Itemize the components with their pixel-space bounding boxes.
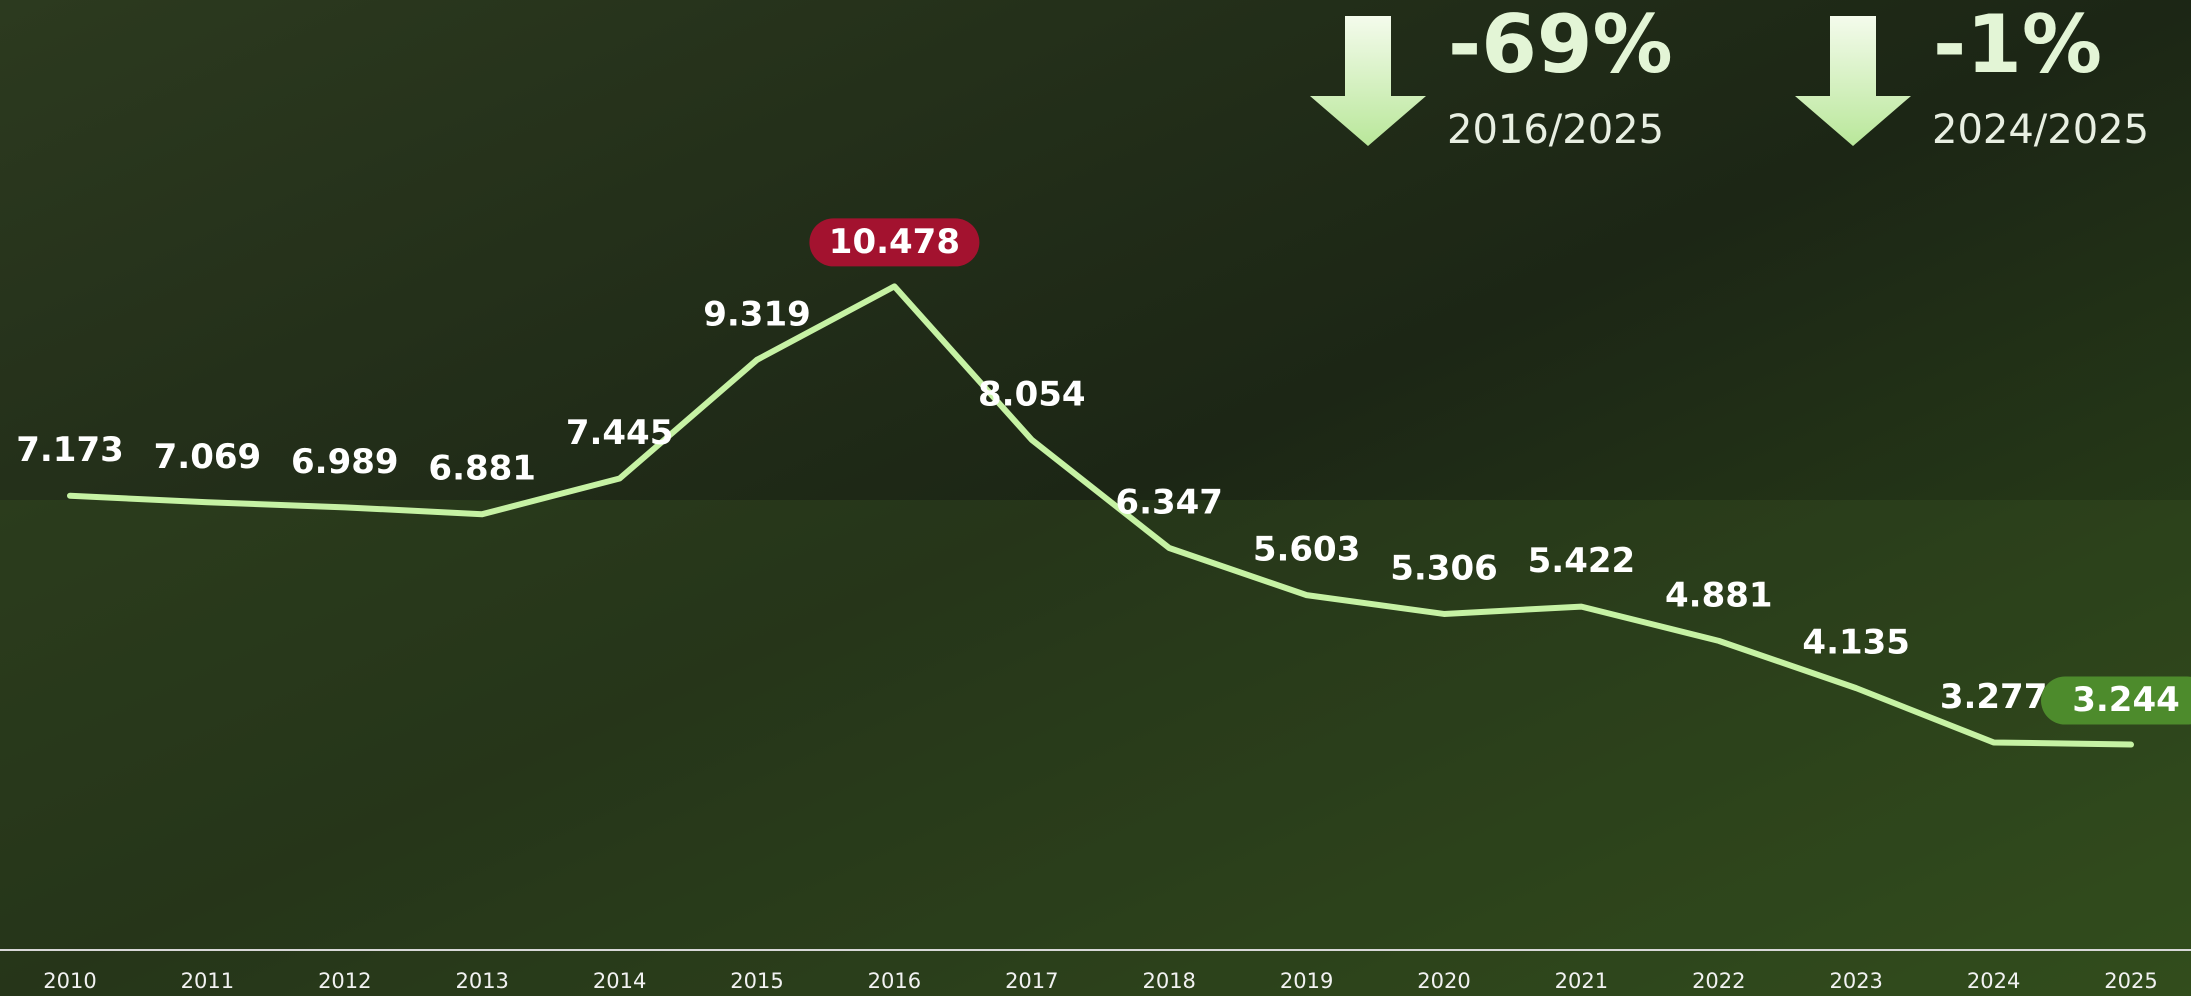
- x-tick-label: 2016: [868, 969, 921, 993]
- value-label: 10.478: [829, 222, 960, 262]
- line: [67, 283, 2134, 748]
- background-grass: [0, 500, 2191, 996]
- value-label: 7.173: [16, 430, 124, 470]
- x-tick-label: 2023: [1829, 969, 1882, 993]
- value-label: 4.135: [1802, 623, 1910, 663]
- value-label: 4.881: [1665, 575, 1773, 615]
- value-label-badge: [809, 218, 980, 267]
- value-label: 9.319: [703, 294, 811, 334]
- x-tick-label: 2010: [43, 969, 96, 993]
- x-tick-label: 2017: [1005, 969, 1058, 993]
- annotation-period: 2024/2025: [1932, 107, 2149, 153]
- value-label: 5.422: [1528, 541, 1636, 581]
- value-label: 5.603: [1253, 530, 1361, 570]
- x-tick-label: 2013: [455, 969, 508, 993]
- down-arrow: [1795, 16, 1911, 146]
- x-tick-label: 2015: [730, 969, 783, 993]
- x-tick-label: 2024: [1967, 969, 2020, 993]
- x-tick-label: 2025: [2104, 969, 2157, 993]
- value-label-badge: [2041, 676, 2191, 725]
- down-arrow: [1310, 16, 1426, 146]
- value-label: 3.277: [1940, 677, 2048, 717]
- x-tick-label: 2019: [1280, 969, 1333, 993]
- x-tick-label: 2014: [593, 969, 646, 993]
- value-label: 6.989: [291, 442, 399, 482]
- x-tick-label: 2021: [1555, 969, 1608, 993]
- x-tick-label: 2018: [1142, 969, 1195, 993]
- value-label: 6.347: [1115, 483, 1223, 523]
- x-tick-label: 2022: [1692, 969, 1745, 993]
- annotation-period: 2016/2025: [1447, 107, 1664, 153]
- x-tick-label: 2020: [1417, 969, 1470, 993]
- value-label: 8.054: [978, 374, 1086, 414]
- annotation-value: -1%: [1933, 0, 2102, 91]
- value-label: 7.445: [566, 413, 674, 453]
- x-tick-label: 2012: [318, 969, 371, 993]
- value-label: 7.069: [154, 437, 262, 477]
- annotation-value: -69%: [1448, 0, 1673, 91]
- value-label: 3.244: [2072, 680, 2180, 720]
- value-label: 6.881: [428, 449, 536, 489]
- x-tick-label: 2011: [181, 969, 234, 993]
- value-label: 5.306: [1390, 548, 1498, 588]
